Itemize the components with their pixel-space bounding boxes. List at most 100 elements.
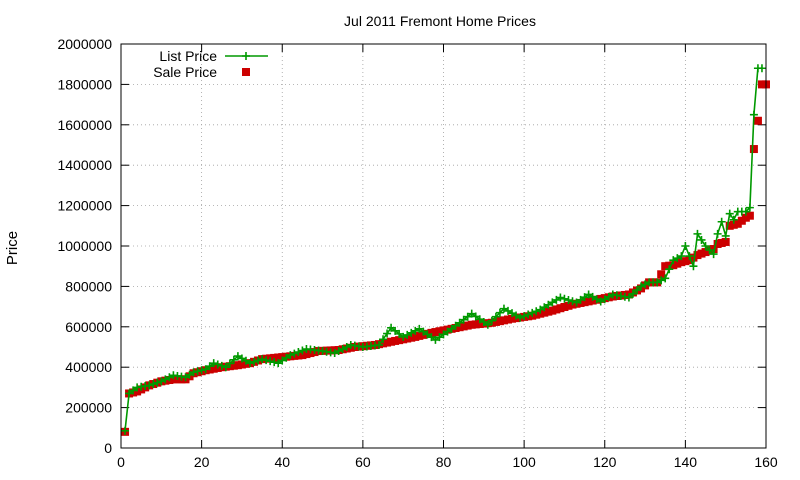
x-tick-label: 0 [117,454,125,470]
sale-price-point [463,321,472,330]
x-tick-label: 160 [754,454,778,470]
list-price-point [637,282,646,291]
list-price-point [499,304,508,313]
sale-price-point [274,353,283,362]
list-price-point [254,356,263,365]
legend-label-sale-price: Sale Price [153,64,217,80]
sale-price-point [717,238,726,247]
list-price-point [282,353,291,362]
list-price-point [383,329,392,338]
x-tick-label: 100 [512,454,536,470]
sale-price-point [435,327,444,336]
list-price-point [415,324,424,333]
sale-price-point [133,387,142,396]
sale-price-point [302,350,311,359]
list-price-point [375,340,383,349]
list-price-point [197,366,206,375]
list-price-point [556,293,565,302]
list-price-point [205,362,214,371]
y-tick-label: 1400000 [57,157,112,173]
list-price-point [463,312,472,321]
list-price-point [266,357,275,366]
sale-price-point [721,237,730,246]
list-price-point [334,347,343,356]
list-price-point [217,361,226,370]
chart-title: Jul 2011 Fremont Home Prices [344,13,536,29]
list-price-point [669,256,678,265]
list-price-point [572,298,581,307]
list-price-point [516,313,525,322]
list-price-point [729,215,738,224]
sale-price-point [701,248,710,257]
sale-price-point [427,328,436,337]
list-price-point [709,250,718,259]
list-price-point [705,246,714,255]
list-price-point [233,352,242,361]
list-price-point [387,323,396,332]
sale-price-point [459,322,468,331]
list-price-point [524,310,533,319]
list-price-point [681,242,690,250]
sale-price-point [504,315,512,324]
list-price-point [225,359,234,368]
list-price-point [294,348,303,357]
list-price-point [624,293,633,302]
list-price-point [181,373,190,382]
legend: List Price Sale Price [153,48,268,80]
list-price-point [741,207,750,216]
sale-price-point [725,221,734,230]
list-price-point [290,349,299,358]
sale-price-point [544,307,553,316]
sale-price-point [379,339,388,348]
list-price-point [435,333,444,342]
sale-price-point [552,305,561,314]
list-price-point [487,316,496,325]
list-price-point [596,297,605,306]
list-price-point [548,298,557,307]
sale-price-point [757,80,766,89]
list-price-point [330,349,339,358]
sale-price-point [745,211,754,220]
list-price-point [342,343,351,351]
sale-price-point [737,216,746,225]
list-price-point [443,327,452,336]
sale-price-point [233,361,242,370]
list-price-point [161,375,170,384]
list-price-point [241,356,250,365]
x-tick-label: 120 [593,454,617,470]
list-price-point [411,326,420,335]
list-price-point [584,290,593,299]
list-price-point [520,312,529,321]
list-price-point [447,324,456,333]
sale-price-point [495,317,504,326]
sale-price-point [491,317,500,326]
sale-price-point [713,239,722,248]
sale-price-point [455,323,464,332]
list-price-point [189,368,198,377]
list-price-point [439,330,448,339]
x-tick-label: 40 [274,454,290,470]
list-price-point [471,312,480,321]
sale-price-point [697,249,706,258]
list-price-point [221,363,230,372]
sale-price-point [169,375,178,384]
sale-price-point [685,256,694,265]
list-price-point [125,389,134,398]
list-price-point [568,297,577,306]
list-price-point [157,377,166,386]
y-tick-label: 600000 [65,319,112,335]
sale-price-point [548,306,557,315]
list-price-point [250,357,259,366]
list-price-point [213,360,222,369]
list-price-point [475,315,484,324]
list-price-point [193,367,202,376]
sale-price-point [693,251,702,260]
sale-price-point [733,219,742,228]
list-price-point [495,308,504,317]
list-price-point [129,386,138,395]
y-tick-label: 0 [104,440,112,456]
sale-price-point [709,245,718,254]
sale-price-point [395,336,404,345]
list-price-point [757,64,766,73]
